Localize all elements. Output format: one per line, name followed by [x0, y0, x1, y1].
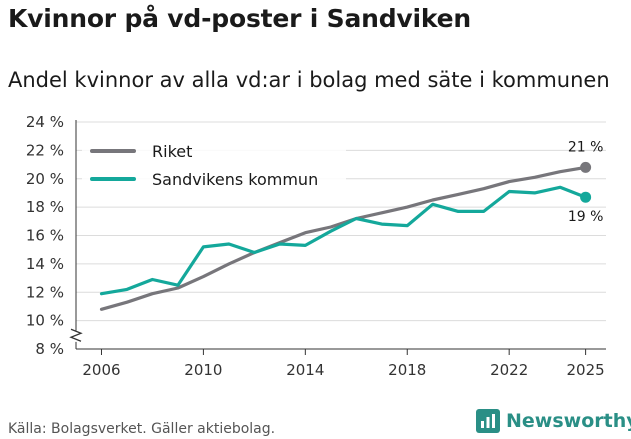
x-tick-label: 2022 [490, 361, 528, 379]
y-tick-label: 12 % [26, 283, 64, 301]
x-axis: 2006 2010 2014 2018 2022 2025 [76, 348, 606, 379]
end-value-label: 19 % [568, 209, 604, 225]
brand-name: Newsworthy [506, 410, 631, 432]
legend-label: Sandvikens kommun [152, 170, 318, 189]
legend: Riket Sandvikens kommun [82, 129, 346, 197]
y-tick-label: 16 % [26, 227, 64, 245]
y-tick-label: 14 % [26, 255, 64, 273]
end-marker [580, 161, 592, 173]
end-value-label: 21 % [568, 139, 604, 155]
x-tick-label: 2010 [184, 361, 222, 379]
y-tick-label: 22 % [26, 141, 64, 159]
legend-box [82, 129, 346, 197]
axis-break-icon [69, 328, 83, 342]
x-tick-label: 2025 [567, 361, 605, 379]
legend-label: Riket [152, 142, 192, 161]
x-tick-label: 2006 [82, 361, 120, 379]
newsworthy-logo: Newsworthy [476, 409, 631, 433]
y-tick-label: 8 % [35, 340, 64, 358]
chart-subtitle: Andel kvinnor av alla vd:ar i bolag med … [8, 68, 610, 92]
y-tick-label: 18 % [26, 198, 64, 216]
series-lines: 21 % 19 % [99, 139, 604, 311]
series-line-riket [99, 165, 588, 311]
y-tick-label: 20 % [26, 170, 64, 188]
x-tick-label: 2014 [286, 361, 324, 379]
series-line-kommun [99, 185, 588, 296]
y-tick-label: 10 % [26, 312, 64, 330]
bar-chart-icon [476, 409, 500, 433]
y-axis-ticks: 8 % 10 % 12 % 14 % 16 % 18 % 20 % 22 % 24 % [26, 113, 83, 358]
y-tick-label: 24 % [26, 113, 64, 131]
end-marker [580, 191, 592, 203]
chart-title: Kvinnor på vd-poster i Sandviken [8, 4, 471, 33]
source-note: Källa: Bolagsverket. Gäller aktiebolag. [8, 421, 276, 437]
x-tick-label: 2018 [388, 361, 426, 379]
